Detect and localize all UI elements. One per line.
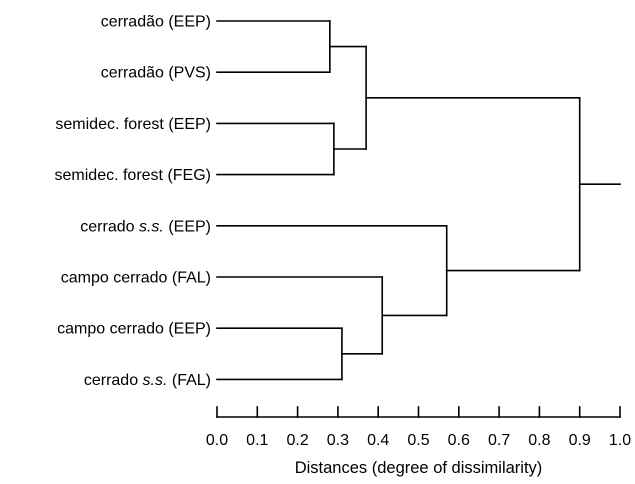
x-axis-title: Distances (degree of dissimilarity) <box>295 459 543 477</box>
leaf-label-suffix: (EEP) <box>164 218 211 235</box>
x-tick-label: 0.3 <box>327 432 349 449</box>
x-tick-label: 0.9 <box>569 432 591 449</box>
x-tick-label: 0.0 <box>206 432 228 449</box>
leaf-label-suffix: (FAL) <box>167 372 211 389</box>
x-tick-label: 0.6 <box>448 432 470 449</box>
leaf-label-text: cerrado <box>80 218 139 235</box>
leaf-labels: cerradão (EEP) cerradão (PVS) semidec. for… <box>55 14 211 389</box>
leaf-label: semidec. forest (EEP) <box>55 116 211 133</box>
leaf-label-italic: s.s. <box>143 372 168 389</box>
x-tick-label: 1.0 <box>609 432 631 449</box>
leaf-label: semidec. forest (FEG) <box>55 167 211 184</box>
leaf-label: campo cerrado (FAL) <box>61 270 211 287</box>
leaf-label-text: cerradão (EEP) <box>101 14 211 31</box>
leaf-label-text: semidec. forest (FEG) <box>55 167 211 184</box>
x-tick-label: 0.1 <box>246 432 268 449</box>
leaf-label: cerrado s.s. (EEP) <box>80 218 211 235</box>
x-tick-label: 0.7 <box>488 432 510 449</box>
leaf-label-text: campo cerrado (EEP) <box>57 321 211 338</box>
leaf-label-text: semidec. forest (EEP) <box>55 116 211 133</box>
leaf-label-text: cerradão (PVS) <box>101 65 211 82</box>
x-tick-label: 0.8 <box>528 432 550 449</box>
leaf-label: cerrado s.s. (FAL) <box>84 372 211 389</box>
x-axis: 0.0 0.1 0.2 0.3 0.4 0.5 0.6 0.7 0.8 0.9 1.0 Distan… <box>206 406 631 477</box>
leaf-label: campo cerrado (EEP) <box>57 321 211 338</box>
leaf-label: cerradão (PVS) <box>101 65 211 82</box>
leaf-label: cerradão (EEP) <box>101 14 211 31</box>
x-tick-label: 0.2 <box>286 432 308 449</box>
tree-branches <box>216 20 621 381</box>
x-tick-label: 0.4 <box>367 432 389 449</box>
leaf-label-text: cerrado <box>84 372 143 389</box>
x-axis-tick-labels: 0.0 0.1 0.2 0.3 0.4 0.5 0.6 0.7 0.8 0.9 1.0 <box>206 432 631 449</box>
x-tick-label: 0.5 <box>407 432 429 449</box>
leaf-label-text: campo cerrado (FAL) <box>61 270 211 287</box>
x-axis-ticks <box>216 406 621 418</box>
leaf-label-italic: s.s. <box>139 218 164 235</box>
